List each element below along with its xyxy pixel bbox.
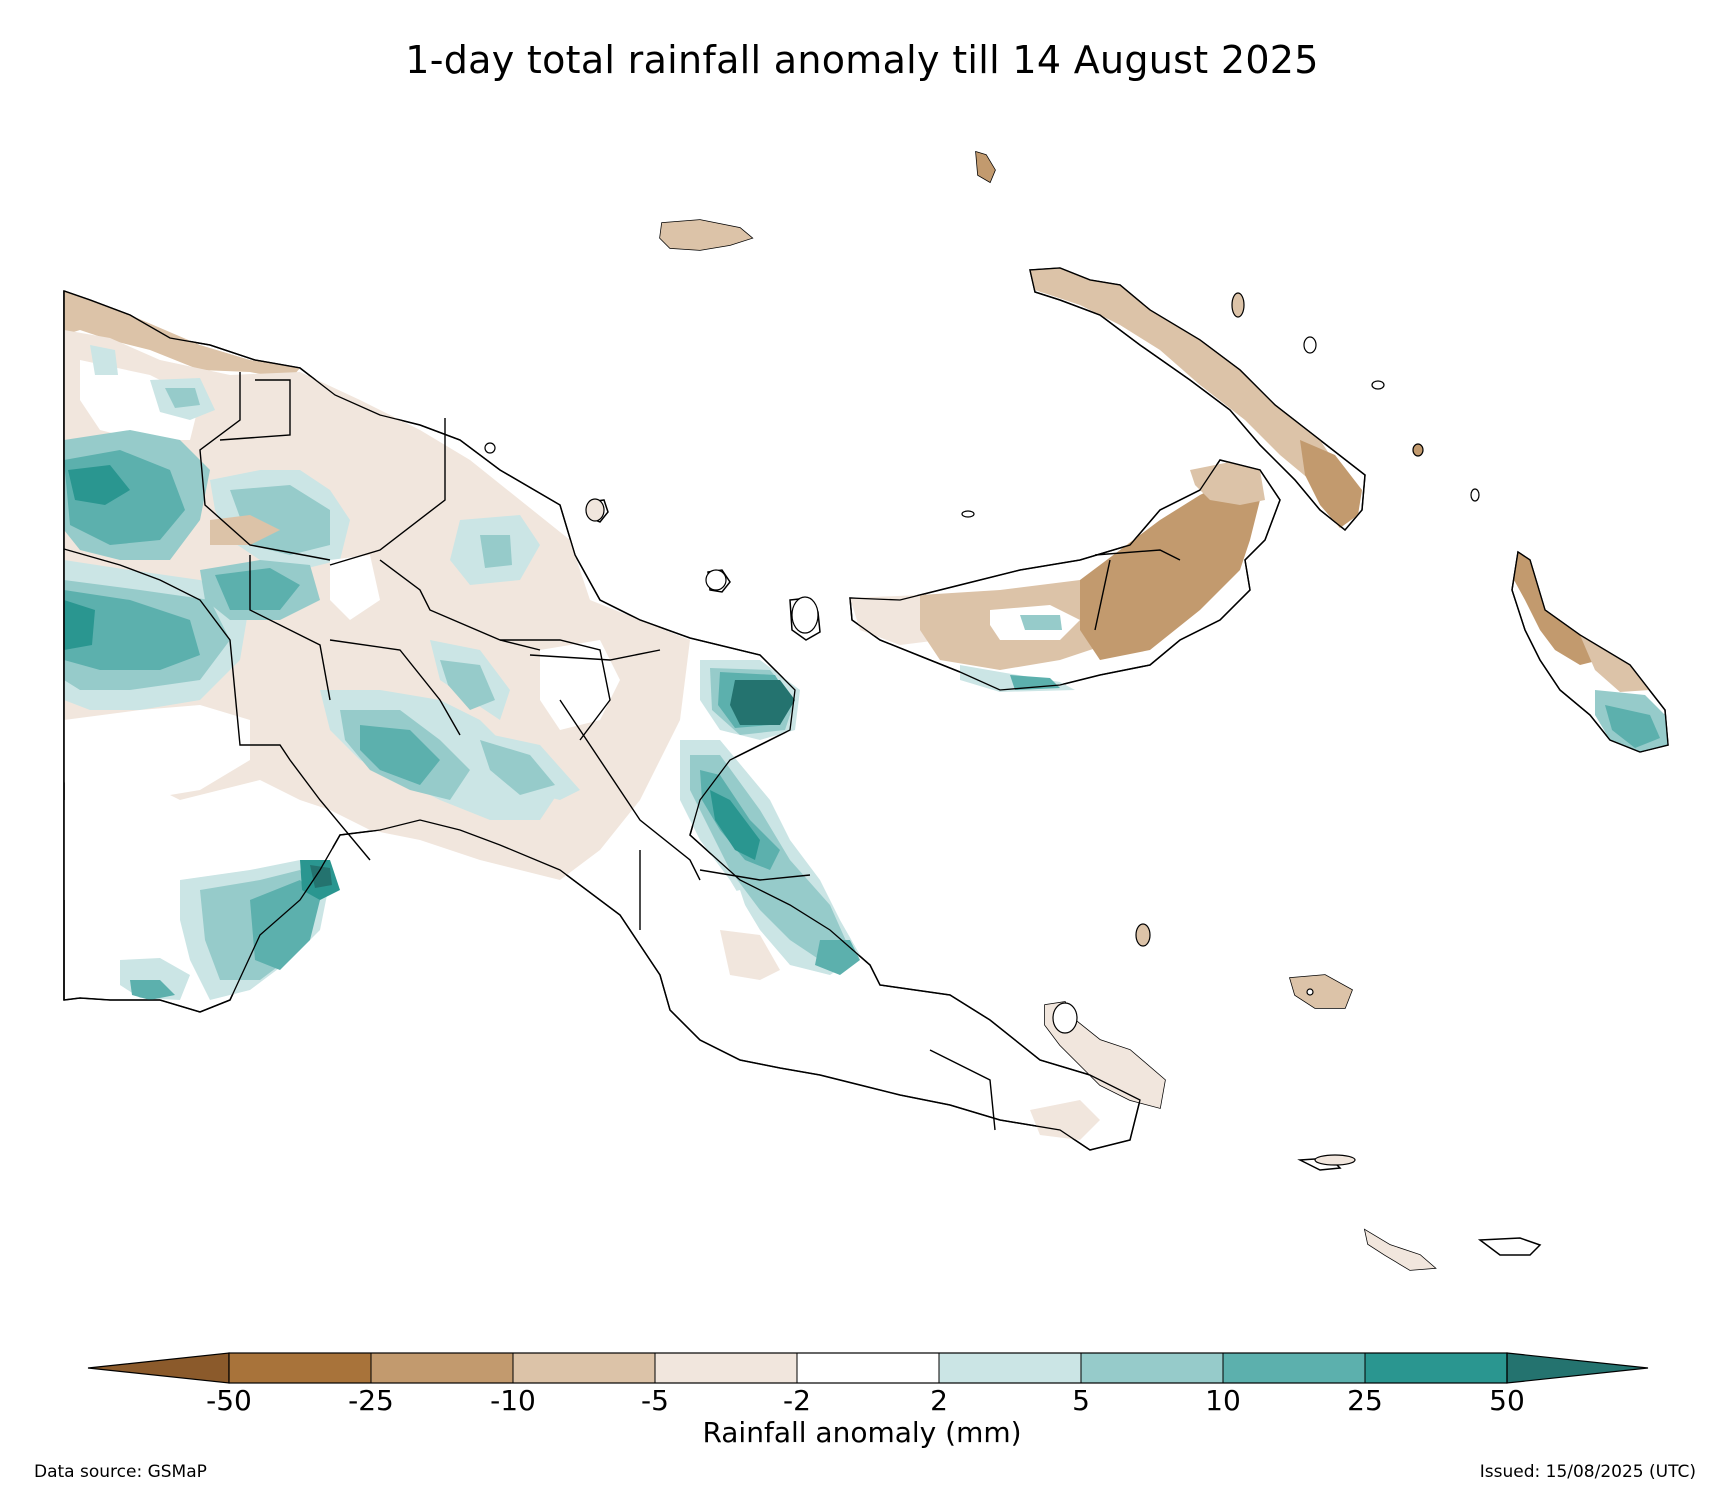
colorbar-bin <box>797 1353 939 1383</box>
data-source: Data source: GSMaP <box>34 1462 207 1482</box>
coastlines <box>63 267 1669 1151</box>
map-title: 1-day total rainfall anomaly till 14 Aug… <box>405 38 1319 82</box>
colorbar-tick: -25 <box>348 1384 394 1417</box>
colorbar <box>87 1352 1649 1384</box>
colorbar-tick: -2 <box>783 1384 811 1417</box>
colorbar-tick: -5 <box>641 1384 669 1417</box>
colorbar-bin <box>655 1353 797 1383</box>
province-boundaries <box>63 372 1181 1131</box>
colorbar-bin <box>1223 1353 1365 1383</box>
colorbar-tick: 5 <box>1072 1384 1090 1417</box>
colorbar-tick: 50 <box>1489 1384 1525 1417</box>
colorbar-extend-low <box>87 1352 230 1384</box>
colorbar-label: Rainfall anomaly (mm) <box>702 1416 1022 1449</box>
colorbar-bin <box>371 1353 513 1383</box>
colorbar-extend-high <box>1506 1352 1649 1384</box>
colorbar-tick: -10 <box>490 1384 536 1417</box>
small-islands <box>484 292 1480 1166</box>
colorbar-bin <box>1365 1353 1507 1383</box>
colorbar-bin <box>1081 1353 1223 1383</box>
colorbar-tick: 25 <box>1347 1384 1383 1417</box>
colorbar-bin <box>229 1353 371 1383</box>
anomaly-shading <box>64 152 1668 1270</box>
rainfall-anomaly-map <box>63 150 1669 1271</box>
colorbar-tick: -50 <box>206 1384 252 1417</box>
colorbar-bin <box>939 1353 1081 1383</box>
colorbar-tick: 2 <box>930 1384 948 1417</box>
colorbar-bin <box>513 1353 655 1383</box>
woodlark <box>1477 1237 1542 1256</box>
colorbar-tick: 10 <box>1205 1384 1241 1417</box>
issued-date: Issued: 15/08/2025 (UTC) <box>1479 1462 1696 1482</box>
